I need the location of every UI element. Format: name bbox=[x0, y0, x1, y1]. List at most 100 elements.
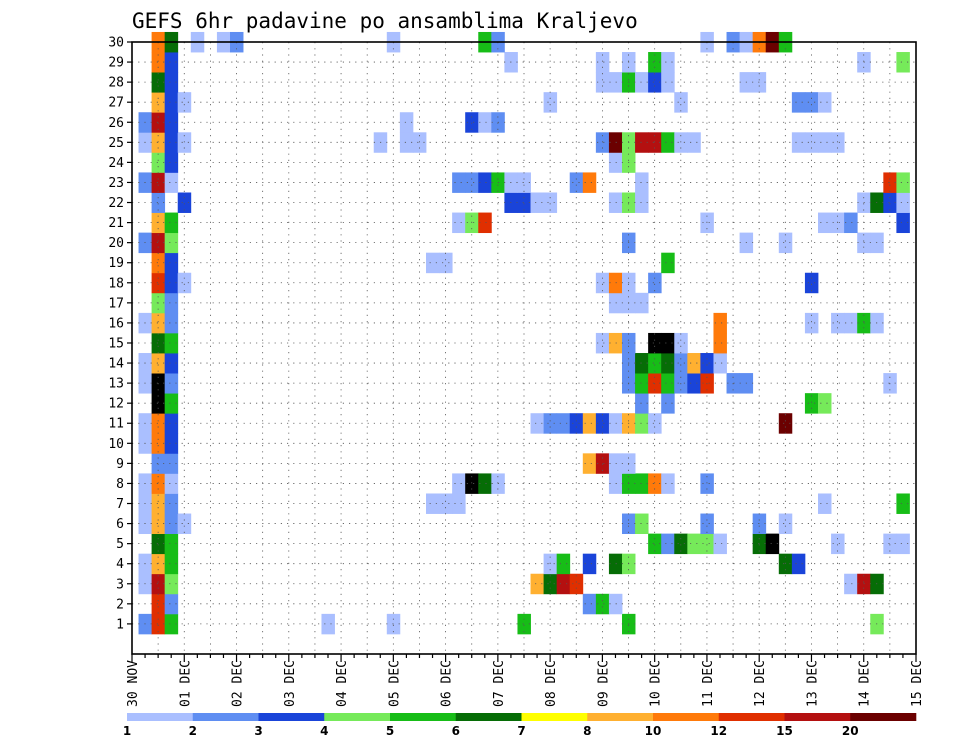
heatmap-cell bbox=[896, 192, 910, 213]
heatmap-cell bbox=[804, 312, 819, 334]
heatmap-cell bbox=[151, 533, 166, 555]
heatmap-cell bbox=[439, 493, 453, 514]
heatmap-cell bbox=[896, 533, 910, 555]
heatmap-cell bbox=[465, 473, 479, 494]
heatmap-cell bbox=[569, 172, 584, 193]
colorbar-label: 2 bbox=[189, 724, 197, 738]
heatmap-cell bbox=[452, 212, 466, 234]
heatmap-cell bbox=[595, 52, 610, 73]
heatmap-cell bbox=[151, 593, 166, 615]
colorbar-swatch bbox=[324, 713, 391, 721]
heatmap-cell bbox=[713, 353, 727, 374]
y-tick-label: 15 bbox=[108, 336, 124, 351]
heatmap-cell bbox=[151, 433, 166, 454]
heatmap-cell bbox=[804, 272, 819, 294]
heatmap-cell bbox=[164, 172, 179, 193]
y-tick-label: 5 bbox=[116, 537, 124, 552]
heatmap-cell bbox=[164, 112, 179, 133]
heatmap-cell bbox=[804, 393, 819, 414]
heatmap-cell bbox=[426, 252, 440, 274]
colorbar-label: 10 bbox=[645, 724, 662, 738]
heatmap-cell bbox=[151, 453, 166, 474]
heatmap-cell bbox=[530, 413, 544, 434]
y-tick-label: 29 bbox=[108, 56, 124, 71]
heatmap-cell bbox=[595, 453, 610, 474]
y-tick-label: 28 bbox=[108, 76, 124, 91]
y-tick-label: 16 bbox=[108, 316, 124, 331]
heatmap-cell bbox=[164, 373, 179, 394]
colorbar: 1 2 3 4 5 6 7 8 10 12 15 20 bbox=[123, 713, 917, 738]
heatmap-cell bbox=[164, 513, 179, 535]
colorbar-label: 12 bbox=[710, 724, 727, 738]
heatmap-cell bbox=[164, 453, 179, 474]
y-tick-label: 30 bbox=[108, 36, 124, 51]
heatmap-cell bbox=[700, 353, 714, 374]
x-tick-label: 15 DEC bbox=[910, 660, 925, 707]
heatmap-cell bbox=[151, 132, 166, 153]
colorbar-swatch bbox=[653, 713, 720, 721]
x-tick-label: 11 DEC bbox=[701, 660, 716, 707]
heatmap-cell bbox=[164, 92, 179, 113]
heatmap-cell bbox=[543, 92, 558, 113]
heatmap-cell bbox=[543, 192, 558, 213]
heatmap-cell bbox=[151, 332, 166, 354]
heatmap-cell bbox=[151, 112, 166, 133]
heatmap-cell bbox=[804, 132, 819, 153]
colorbar-label: 5 bbox=[386, 724, 394, 738]
heatmap-cell bbox=[543, 573, 558, 595]
x-tick-label: 12 DEC bbox=[753, 660, 768, 707]
heatmap-cell bbox=[582, 413, 597, 434]
heatmap-cell bbox=[713, 312, 727, 334]
heatmap-cell bbox=[700, 513, 714, 535]
heatmap-cell bbox=[478, 473, 492, 494]
heatmap-cell bbox=[791, 553, 806, 575]
heatmap-cell bbox=[687, 353, 701, 374]
heatmap-cell bbox=[752, 533, 767, 555]
heatmap-cell bbox=[164, 52, 179, 73]
heatmap-cell bbox=[164, 332, 179, 354]
x-tick-label: 30 NOV bbox=[126, 660, 141, 707]
colorbar-swatch bbox=[455, 713, 522, 721]
heatmap-cell bbox=[164, 312, 179, 334]
y-tick-label: 24 bbox=[108, 156, 124, 171]
heatmap-cell bbox=[399, 112, 414, 133]
heatmap-cell bbox=[896, 212, 910, 234]
colorbar-swatch bbox=[192, 713, 259, 721]
heatmap-cell bbox=[674, 332, 688, 354]
y-tick-label: 11 bbox=[108, 417, 124, 432]
colorbar-label: 8 bbox=[583, 724, 591, 738]
heatmap-cell bbox=[648, 413, 662, 434]
heatmap-cell bbox=[151, 92, 166, 113]
heatmap-cell bbox=[151, 272, 166, 294]
heatmap-cell bbox=[164, 272, 179, 294]
heatmap-cell bbox=[635, 393, 649, 414]
heatmap-cell bbox=[164, 613, 179, 635]
heatmap-cell bbox=[791, 92, 806, 113]
heatmap-cell bbox=[635, 513, 649, 535]
heatmap-cell bbox=[661, 252, 675, 274]
heatmap-cell bbox=[635, 413, 649, 434]
heatmap-cell bbox=[713, 332, 727, 354]
y-tick-label: 7 bbox=[116, 497, 124, 512]
heatmap-cell bbox=[151, 52, 166, 73]
colorbar-swatch bbox=[127, 713, 194, 721]
heatmap-cell bbox=[164, 72, 179, 93]
y-tick-label: 22 bbox=[108, 196, 124, 211]
heatmap-cell bbox=[151, 312, 166, 334]
heatmap-cell bbox=[452, 493, 466, 514]
heatmap-cell bbox=[164, 433, 179, 454]
heatmap-cell bbox=[595, 132, 610, 153]
heatmap-cell bbox=[556, 553, 571, 575]
heatmap-cell bbox=[804, 92, 819, 113]
heatmap-cell bbox=[883, 533, 897, 555]
heatmap-cell bbox=[713, 533, 727, 555]
x-tick-label: 01 DEC bbox=[178, 660, 193, 707]
heatmap-cell bbox=[164, 553, 179, 575]
heatmap-cell bbox=[778, 513, 793, 535]
heatmap-cell bbox=[818, 92, 832, 113]
heatmap-cell bbox=[635, 292, 649, 314]
heatmap-cell bbox=[661, 373, 675, 394]
y-tick-label: 14 bbox=[108, 357, 124, 372]
heatmap-cell bbox=[177, 272, 192, 294]
y-tick-label: 4 bbox=[116, 557, 124, 572]
